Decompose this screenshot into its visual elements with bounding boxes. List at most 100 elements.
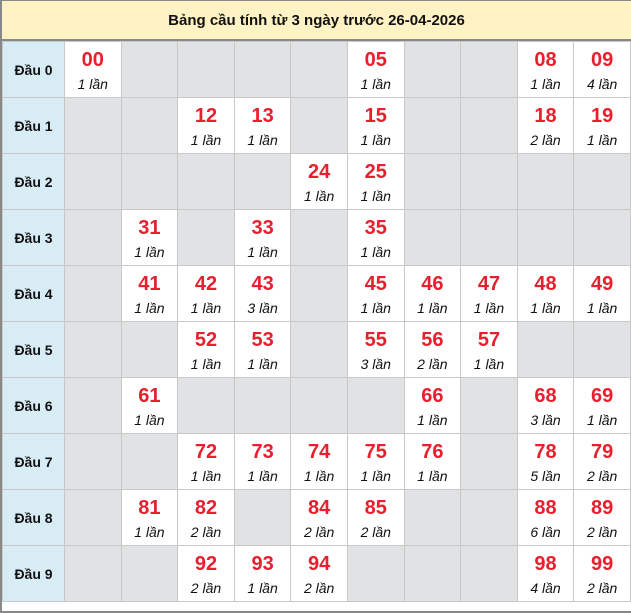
occurrence-count: 1 lần [190, 131, 222, 148]
empty-cell [573, 209, 631, 266]
number-cell: 92 2 lần [177, 545, 235, 602]
lottery-number: 93 [251, 552, 274, 575]
number-cell: 98 4 lần [516, 545, 575, 602]
occurrence-count: 1 lần [247, 579, 278, 596]
occurrence-count: 1 lần [247, 355, 278, 372]
number-cell: 41 1 lần [120, 265, 179, 322]
lottery-number: 31 [138, 216, 161, 239]
empty-cell [177, 377, 235, 434]
empty-cell [64, 489, 122, 546]
lottery-number: 13 [251, 104, 274, 127]
lottery-number: 61 [138, 384, 161, 407]
number-cell: 43 3 lần [233, 265, 292, 322]
lottery-number: 25 [364, 160, 387, 183]
empty-cell [233, 153, 292, 210]
empty-cell [177, 153, 235, 210]
empty-cell [290, 265, 348, 322]
number-cell: 73 1 lần [233, 433, 292, 490]
number-cell: 49 1 lần [573, 265, 631, 322]
occurrence-count: 1 lần [77, 75, 108, 92]
occurrence-count: 1 lần [134, 411, 165, 428]
lottery-number: 47 [477, 272, 501, 295]
occurrence-count: 1 lần [360, 467, 391, 484]
number-cell: 68 3 lần [516, 377, 575, 434]
table-row: Đầu 4 41 1 lần 42 1 lần 43 3 lần 45 1 lần 46 1 lần… [2, 265, 631, 322]
number-cell: 78 5 lần [516, 433, 575, 490]
empty-cell [290, 41, 348, 98]
occurrence-count: 4 lần [530, 579, 561, 596]
lottery-number: 45 [364, 272, 387, 295]
row-head-label: Đầu 3 [2, 209, 65, 266]
empty-cell [403, 153, 462, 210]
occurrence-count: 1 lần [303, 187, 335, 204]
number-cell: 72 1 lần [177, 433, 235, 490]
empty-cell [64, 433, 122, 490]
empty-cell [120, 545, 179, 602]
empty-cell [120, 97, 179, 154]
lottery-number: 55 [364, 328, 387, 351]
number-cell: 89 2 lần [573, 489, 631, 546]
number-cell: 93 1 lần [233, 545, 292, 602]
number-cell: 13 1 lần [233, 97, 292, 154]
number-cell: 79 2 lần [573, 433, 631, 490]
lottery-number: 08 [534, 48, 557, 71]
table-row: Đầu 6 61 1 lần 66 1 lần 68 3 lần 69 1 lần [2, 377, 631, 434]
number-cell: 33 1 lần [233, 209, 292, 266]
row-head-label: Đầu 0 [2, 41, 65, 98]
lottery-number: 18 [534, 104, 557, 127]
occurrence-count: 2 lần [530, 131, 561, 148]
number-cell: 74 1 lần [290, 433, 348, 490]
lottery-number: 43 [251, 272, 274, 295]
lottery-number: 99 [591, 552, 614, 575]
empty-cell [460, 433, 518, 490]
number-cell: 35 1 lần [346, 209, 405, 266]
lottery-number: 19 [591, 104, 614, 127]
empty-cell [120, 41, 179, 98]
number-cell: 81 1 lần [120, 489, 179, 546]
lottery-number: 00 [81, 48, 104, 71]
occurrence-count: 2 lần [360, 523, 391, 540]
occurrence-count: 1 lần [190, 467, 222, 484]
number-cell: 47 1 lần [460, 265, 518, 322]
lottery-number: 49 [591, 272, 614, 295]
lottery-number: 48 [534, 272, 557, 295]
lottery-number: 41 [138, 272, 161, 295]
occurrence-count: 1 lần [586, 411, 618, 428]
occurrence-count: 1 lần [190, 355, 222, 372]
empty-cell [460, 489, 518, 546]
empty-cell [403, 97, 462, 154]
occurrence-count: 1 lần [134, 243, 165, 260]
number-cell: 15 1 lần [346, 97, 405, 154]
occurrence-count: 1 lần [247, 467, 278, 484]
empty-cell [64, 265, 122, 322]
row-head-label: Đầu 7 [2, 433, 65, 490]
occurrence-count: 2 lần [303, 523, 335, 540]
empty-cell [573, 321, 631, 378]
lottery-number: 24 [308, 160, 331, 183]
number-cell: 05 1 lần [346, 41, 405, 98]
number-cell: 12 1 lần [177, 97, 235, 154]
empty-cell [403, 209, 462, 266]
table-row: Đầu 5 52 1 lần 53 1 lần 55 3 lần 56 2 lần 57 1 lần [2, 321, 631, 378]
empty-cell [290, 209, 348, 266]
table-row: Đầu 7 72 1 lần 73 1 lần 74 1 lần 75 1 lần 76 1 lần… [2, 433, 631, 490]
table-row: Đầu 3 31 1 lần 33 1 lần 35 1 lần [2, 209, 631, 266]
lottery-number: 56 [421, 328, 444, 351]
lottery-number: 85 [364, 496, 387, 519]
number-cell: 00 1 lần [64, 41, 122, 98]
empty-cell [573, 153, 631, 210]
occurrence-count: 4 lần [586, 75, 618, 92]
number-cell: 57 1 lần [460, 321, 518, 378]
lottery-number: 75 [364, 440, 387, 463]
row-head-label: Đầu 4 [2, 265, 65, 322]
empty-cell [403, 489, 462, 546]
occurrence-count: 1 lần [134, 523, 165, 540]
lottery-number: 05 [364, 48, 387, 71]
lottery-number: 84 [308, 496, 331, 519]
empty-cell [64, 97, 122, 154]
occurrence-count: 3 lần [530, 411, 561, 428]
occurrence-count: 2 lần [190, 579, 222, 596]
lottery-number: 94 [308, 552, 331, 575]
empty-cell [64, 153, 122, 210]
